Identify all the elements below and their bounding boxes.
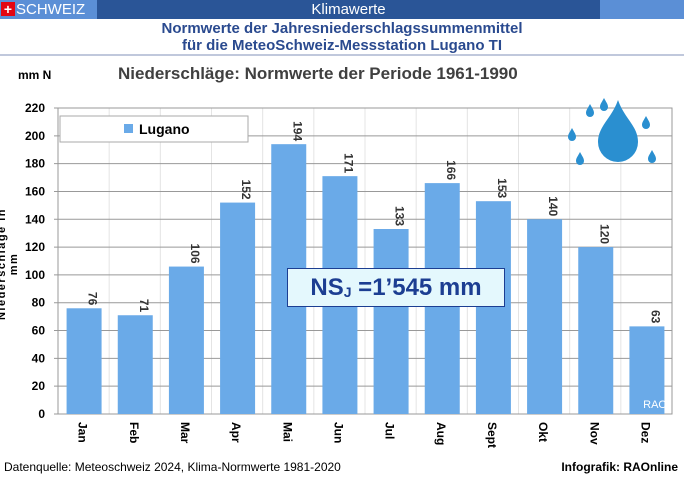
x-tick-label: Okt xyxy=(536,422,550,442)
data-label: 106 xyxy=(188,244,202,264)
y-tick-label: 40 xyxy=(32,351,46,365)
data-label: 133 xyxy=(393,206,407,226)
divider xyxy=(0,54,684,56)
y-tick-label: 20 xyxy=(32,379,46,393)
bar-Apr xyxy=(220,202,256,414)
y-tick-label: 160 xyxy=(25,184,45,198)
small-drop-icon xyxy=(576,152,584,165)
x-tick-label: Jan xyxy=(76,422,90,443)
y-tick-label: 100 xyxy=(25,268,45,282)
bar-Feb xyxy=(117,315,153,414)
brand: + SCHWEIZ xyxy=(0,0,97,19)
raindrop-icon xyxy=(598,100,638,162)
bar-Jul xyxy=(373,229,409,414)
title-line-2: für die MeteoSchweiz-Messstation Lugano … xyxy=(181,37,503,54)
annual-total-sub: J xyxy=(343,284,352,300)
annual-total-value: =1’545 mm xyxy=(351,274,482,301)
x-tick-label: Apr xyxy=(229,422,243,443)
header-bar: + SCHWEIZ Klimawerte xyxy=(0,0,684,19)
data-label: 194 xyxy=(290,121,304,141)
y-tick-label: 0 xyxy=(38,407,45,421)
x-tick-label: Mai xyxy=(280,422,294,442)
footer-source: Datenquelle: Meteoschweiz 2024, Klima-No… xyxy=(4,460,341,474)
header-accent xyxy=(600,0,684,19)
bar-Jan xyxy=(66,308,102,414)
watermark: RAO xyxy=(643,399,667,411)
legend-swatch xyxy=(124,124,133,133)
annual-total-prefix: NS xyxy=(310,274,344,301)
footer-credit: Infografik: RAOnline xyxy=(561,460,678,474)
bar-Dez xyxy=(629,326,665,414)
x-tick-label: Dez xyxy=(638,422,652,443)
brand-label: SCHWEIZ xyxy=(16,1,86,18)
section-title: Klimawerte xyxy=(311,1,386,18)
x-tick-label: Mar xyxy=(178,422,192,444)
y-tick-label: 120 xyxy=(25,240,45,254)
bar-Mar xyxy=(168,266,204,414)
data-label: 171 xyxy=(341,153,355,173)
data-label: 120 xyxy=(597,224,611,244)
y-tick-label: 140 xyxy=(25,212,45,226)
small-drop-icon xyxy=(586,104,594,117)
bar-Nov xyxy=(578,247,614,414)
bar-Sept xyxy=(475,201,511,414)
data-label: 63 xyxy=(648,310,662,324)
legend-label: Lugano xyxy=(139,121,190,137)
data-label: 76 xyxy=(86,292,100,306)
x-tick-label: Nov xyxy=(587,422,601,445)
y-tick-label: 60 xyxy=(32,324,46,338)
small-drop-icon xyxy=(648,150,656,163)
swiss-flag-icon: + xyxy=(1,2,15,16)
x-tick-label: Feb xyxy=(127,422,141,443)
y-tick-label: 80 xyxy=(32,296,46,310)
y-tick-label: 220 xyxy=(25,101,45,115)
small-drop-icon xyxy=(642,116,650,129)
data-label: 152 xyxy=(239,180,253,200)
unit-label: mm N xyxy=(18,68,52,82)
data-label: 140 xyxy=(546,196,560,216)
title-line-1: Normwerte der Jahresniederschlagssummenm… xyxy=(161,20,523,37)
data-label: 166 xyxy=(444,160,458,180)
small-drop-icon xyxy=(568,128,576,141)
annual-total-box: NSJ =1’545 mm xyxy=(287,268,505,307)
bar-Okt xyxy=(527,219,563,414)
x-tick-label: Jun xyxy=(331,422,345,443)
x-tick-label: Jul xyxy=(383,422,397,439)
x-tick-label: Sept xyxy=(485,422,499,448)
small-drop-icon xyxy=(600,98,608,111)
data-label: 153 xyxy=(495,178,509,198)
y-tick-label: 200 xyxy=(25,129,45,143)
chart-title: Niederschläge: Normwerte der Periode 196… xyxy=(118,64,518,83)
x-tick-label: Aug xyxy=(434,422,448,445)
data-label: 71 xyxy=(137,299,151,313)
y-tick-label: 180 xyxy=(25,157,45,171)
legend-box xyxy=(59,115,249,143)
